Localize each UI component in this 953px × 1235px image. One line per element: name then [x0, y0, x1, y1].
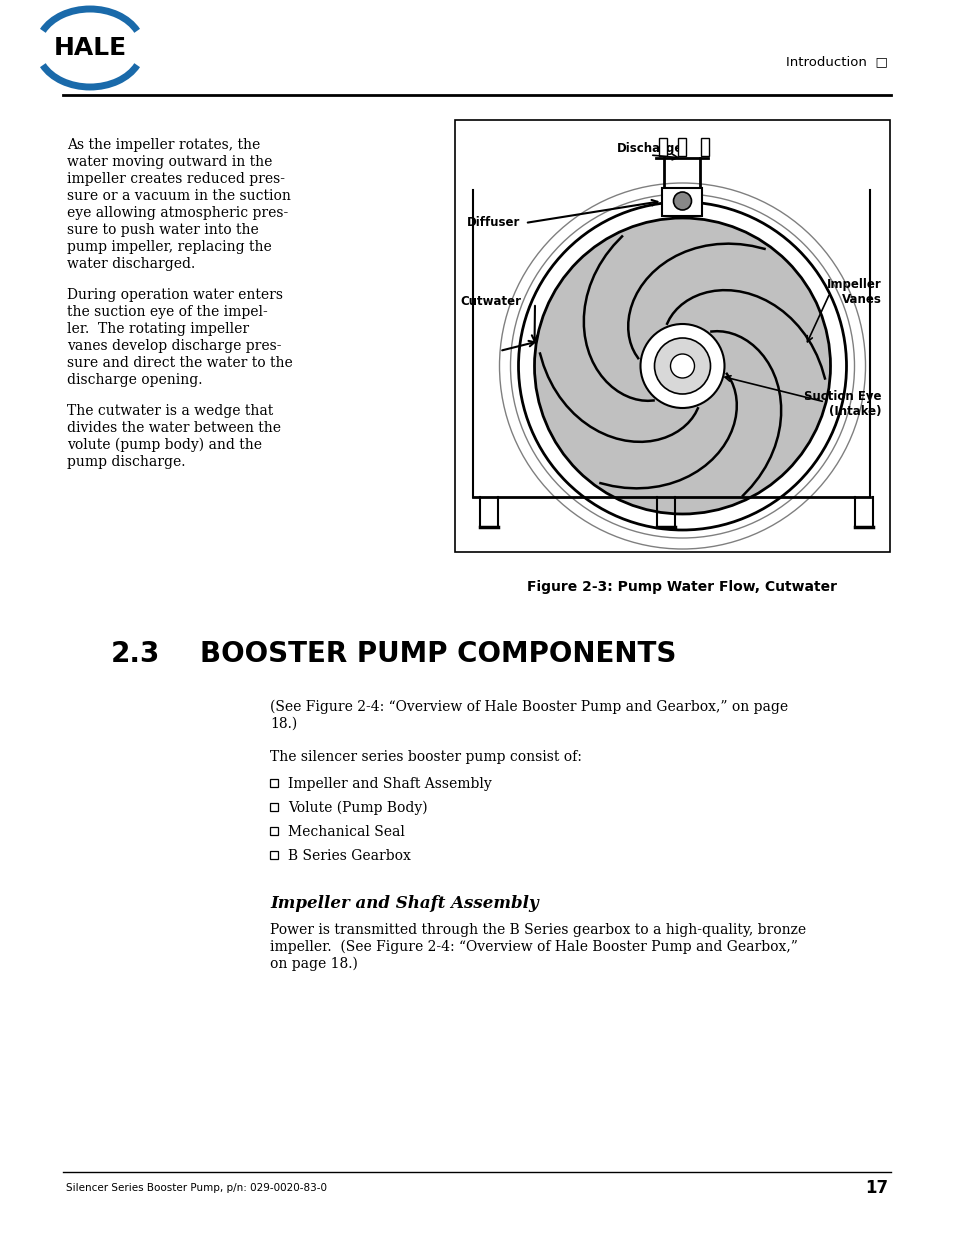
Bar	[661, 188, 701, 216]
Text: impeller.  (See Figure 2-4: “Overview of Hale Booster Pump and Gearbox,”: impeller. (See Figure 2-4: “Overview of …	[270, 940, 797, 955]
Text: ler.  The rotating impeller: ler. The rotating impeller	[67, 322, 249, 336]
Bar	[455, 120, 889, 552]
Text: Mechanical Seal: Mechanical Seal	[288, 825, 404, 839]
Text: sure to push water into the: sure to push water into the	[67, 224, 258, 237]
Circle shape	[673, 191, 691, 210]
Text: vanes develop discharge pres-: vanes develop discharge pres-	[67, 338, 281, 353]
Text: eye allowing atmospheric pres-: eye allowing atmospheric pres-	[67, 206, 288, 220]
Text: pump impeller, replacing the: pump impeller, replacing the	[67, 240, 272, 254]
Text: BOOSTER PUMP COMPONENTS: BOOSTER PUMP COMPONENTS	[200, 640, 676, 668]
Text: impeller creates reduced pres-: impeller creates reduced pres-	[67, 172, 285, 186]
Text: Introduction  □: Introduction □	[785, 56, 887, 68]
Bar	[700, 138, 709, 156]
Text: volute (pump body) and the: volute (pump body) and the	[67, 438, 262, 452]
Text: Impeller and Shaft Assembly: Impeller and Shaft Assembly	[270, 895, 538, 911]
Circle shape	[654, 338, 710, 394]
Bar	[270, 803, 277, 811]
Text: HALE: HALE	[53, 36, 127, 61]
Bar	[678, 138, 686, 156]
Text: Power is transmitted through the B Series gearbox to a high-quality, bronze: Power is transmitted through the B Serie…	[270, 923, 805, 937]
Text: The cutwater is a wedge that: The cutwater is a wedge that	[67, 404, 273, 417]
Text: pump discharge.: pump discharge.	[67, 454, 185, 469]
Bar	[270, 779, 277, 787]
Text: sure and direct the water to the: sure and direct the water to the	[67, 356, 293, 370]
Bar	[270, 827, 277, 835]
Text: Diffuser: Diffuser	[467, 216, 519, 228]
Text: the suction eye of the impel-: the suction eye of the impel-	[67, 305, 268, 319]
Text: water discharged.: water discharged.	[67, 257, 195, 270]
Text: Suction Eye
(Intake): Suction Eye (Intake)	[803, 390, 882, 417]
Text: Cutwater: Cutwater	[459, 295, 520, 308]
Bar	[270, 851, 277, 860]
Text: discharge opening.: discharge opening.	[67, 373, 202, 387]
Circle shape	[534, 219, 830, 514]
Text: During operation water enters: During operation water enters	[67, 288, 283, 303]
Text: 18.): 18.)	[270, 718, 297, 731]
Text: As the impeller rotates, the: As the impeller rotates, the	[67, 138, 260, 152]
Text: (See Figure 2-4: “Overview of Hale Booster Pump and Gearbox,” on page: (See Figure 2-4: “Overview of Hale Boost…	[270, 700, 787, 714]
Bar	[659, 138, 667, 156]
Text: The silencer series booster pump consist of:: The silencer series booster pump consist…	[270, 750, 581, 764]
Text: water moving outward in the: water moving outward in the	[67, 156, 273, 169]
Text: on page 18.): on page 18.)	[270, 957, 357, 972]
Text: 17: 17	[864, 1179, 887, 1197]
Circle shape	[639, 324, 723, 408]
Text: Impeller and Shaft Assembly: Impeller and Shaft Assembly	[288, 777, 491, 790]
Text: Discharge: Discharge	[617, 142, 682, 156]
Text: sure or a vacuum in the suction: sure or a vacuum in the suction	[67, 189, 291, 203]
Text: Volute (Pump Body): Volute (Pump Body)	[288, 802, 427, 815]
Circle shape	[670, 354, 694, 378]
Text: divides the water between the: divides the water between the	[67, 421, 281, 435]
Text: Silencer Series Booster Pump, p/n: 029-0020-83-0: Silencer Series Booster Pump, p/n: 029-0…	[66, 1183, 327, 1193]
Text: B Series Gearbox: B Series Gearbox	[288, 848, 411, 863]
Text: Impeller
Vanes: Impeller Vanes	[826, 278, 882, 306]
Text: 2.3: 2.3	[111, 640, 160, 668]
Text: Figure 2-3: Pump Water Flow, Cutwater: Figure 2-3: Pump Water Flow, Cutwater	[527, 580, 837, 594]
